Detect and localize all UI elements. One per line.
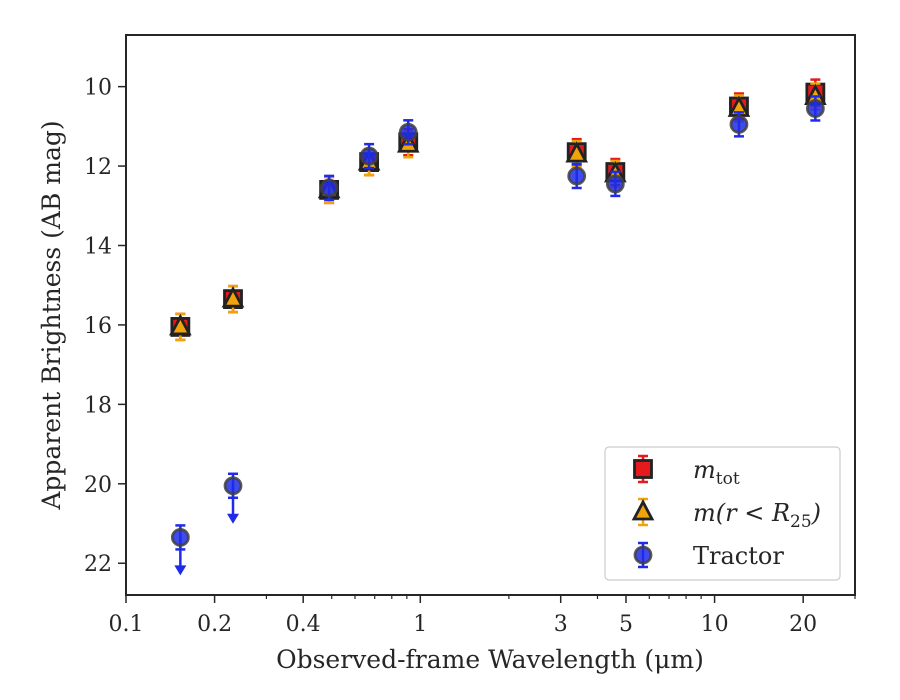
data-point [319, 174, 339, 202]
legend-label-sub: tot [716, 469, 740, 489]
y-axis-label: Apparent Brightness (AB mag) [37, 120, 66, 510]
circle-marker [633, 545, 653, 565]
data-point [221, 284, 245, 314]
data-point [605, 170, 625, 198]
x-tick-label: 1 [413, 612, 427, 637]
x-tick-label: 0.4 [286, 612, 321, 637]
circle-marker [567, 166, 587, 186]
data-point [398, 119, 418, 146]
x-tick-label: 5 [619, 612, 633, 637]
data-point [567, 162, 587, 190]
circle-marker [805, 99, 825, 118]
x-tick-label: 20 [789, 612, 817, 637]
data-point [805, 95, 825, 122]
legend-marker [633, 541, 653, 569]
y-tick-label: 18 [84, 393, 112, 418]
legend: mtot m(r < R25) Tractor [604, 446, 841, 581]
y-axis: 10 12 14 16 18 20 22 [84, 76, 126, 577]
triangle-marker [565, 141, 589, 163]
circle-marker [729, 114, 749, 134]
triangle-marker [169, 313, 192, 336]
plot-frame [125, 34, 856, 596]
x-tick-label: 10 [701, 612, 729, 637]
legend-label-sub: 25 [790, 512, 812, 532]
x-tick-label: 3 [554, 612, 568, 637]
y-tick-label: 20 [84, 473, 112, 498]
x-axis-label: Observed-frame Wavelength (μm) [276, 645, 704, 674]
legend-label-main: m [693, 456, 716, 484]
legend-marker [633, 454, 653, 484]
series-triangle [169, 82, 827, 342]
y-tick-label: 12 [84, 155, 112, 180]
circle-marker [359, 146, 379, 166]
data-point [223, 472, 243, 500]
circle-marker [170, 528, 190, 547]
y-tick-label: 22 [84, 552, 112, 577]
legend-label-end: ) [811, 499, 821, 527]
series-circle [170, 95, 825, 576]
y-tick-label: 14 [84, 234, 112, 259]
triangle-marker [631, 499, 655, 521]
y-tick-label: 16 [84, 314, 112, 339]
circle-marker [319, 178, 339, 198]
x-axis: 0.1 0.2 0.4 1 3 5 10 20 [109, 595, 856, 637]
legend-box [604, 446, 841, 581]
data-point [729, 111, 749, 138]
legend-label: Tractor [693, 542, 784, 570]
circle-marker [223, 476, 243, 496]
data-point [359, 142, 379, 170]
legend-label: m(r < R25) [693, 499, 821, 532]
circle-marker [398, 122, 418, 142]
circle-marker [605, 174, 625, 194]
triangle-marker [221, 286, 245, 308]
x-tick-label: 0.1 [109, 612, 144, 637]
series-square [170, 78, 826, 342]
data-point [170, 524, 190, 551]
upper-limit-arrowhead [174, 565, 187, 576]
plot-area [125, 34, 856, 596]
legend-marker [631, 497, 655, 527]
legend-label-main: m(r < R [693, 499, 790, 527]
legend-label: mtot [693, 456, 740, 489]
upper-limit-arrowhead [227, 513, 240, 524]
x-tick-label: 0.2 [197, 612, 232, 637]
data-point [169, 312, 192, 342]
square-marker [633, 459, 653, 479]
y-tick-label: 10 [84, 76, 112, 101]
